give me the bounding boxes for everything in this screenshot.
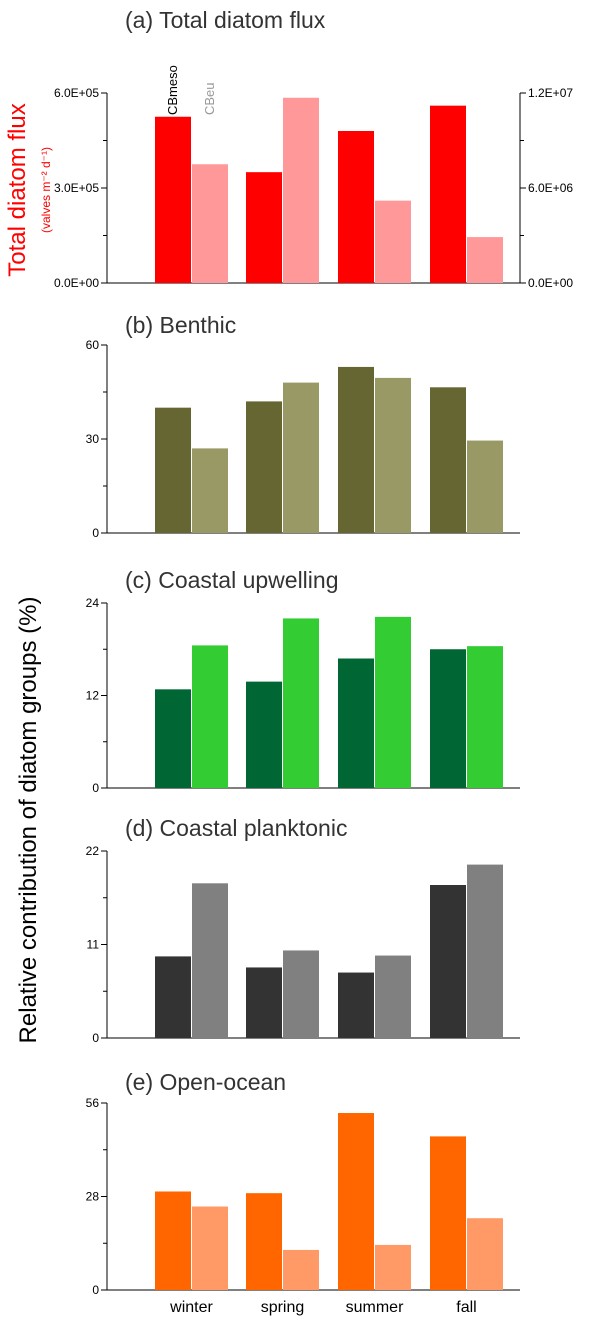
bar-cbmeso-winter (155, 689, 191, 788)
bar-cbeu-winter (192, 448, 228, 533)
bar-cbmeso-spring (246, 681, 282, 788)
y-tick-label: 0 (92, 526, 99, 540)
y2-tick-label: 0.0E+00 (528, 276, 573, 290)
bar-cbmeso-spring (246, 1193, 282, 1290)
panel-title: (a) Total diatom flux (125, 7, 326, 33)
bar-cbmeso-fall (430, 885, 466, 1038)
bar-cbeu-spring (283, 1249, 319, 1290)
panel-2: (b) Benthic 0 30 60 (86, 312, 520, 540)
bar-cbmeso-spring (246, 967, 282, 1038)
bar-cbeu-spring (283, 97, 319, 283)
bar-cbeu-spring (283, 618, 319, 788)
panel-3: (c) Coastal upwelling 0 12 24 (86, 567, 520, 795)
bar-cbmeso-summer (338, 1113, 374, 1290)
y-tick-label: 12 (86, 689, 100, 703)
series-label-cbmeso: CBmeso (165, 65, 180, 115)
bar-cbmeso-winter (155, 1191, 191, 1290)
bar-cbeu-spring (283, 950, 319, 1038)
y-tick-label: 0.0E+00 (54, 276, 99, 290)
left-y-axis-unit: (valves m⁻² d⁻¹) (39, 147, 53, 233)
bar-cbeu-summer (375, 616, 411, 788)
panel-title: (e) Open-ocean (125, 1069, 286, 1095)
bar-cbeu-winter (192, 645, 228, 788)
x-tick-label: spring (261, 1299, 305, 1316)
panel-title: (c) Coastal upwelling (125, 567, 338, 593)
y2-tick-label: 6.0E+06 (528, 181, 573, 195)
bar-cbmeso-fall (430, 105, 466, 284)
bar-cbmeso-summer (338, 972, 374, 1038)
y-tick-label: 0 (92, 781, 99, 795)
bar-cbmeso-winter (155, 116, 191, 283)
bar-cbeu-fall (467, 646, 503, 788)
bar-cbeu-fall (467, 237, 503, 283)
bar-cbmeso-summer (338, 131, 374, 283)
bar-cbmeso-winter (155, 956, 191, 1038)
left-y-axis-label: Total diatom flux (4, 103, 31, 276)
bar-cbmeso-fall (430, 649, 466, 788)
bar-cbmeso-fall (430, 387, 466, 533)
bar-cbmeso-spring (246, 401, 282, 533)
panel-1: (a) Total diatom flux 0.0E+00 3.0E+05 6.0E+… (54, 7, 573, 290)
y-tick-label: 3.0E+05 (54, 181, 99, 195)
panel-5: (e) Open-ocean 0 28 56 winter spring summer fal… (86, 1069, 520, 1316)
bar-cbeu-spring (283, 382, 319, 533)
bar-cbeu-summer (375, 200, 411, 283)
panel-title: (d) Coastal planktonic (125, 815, 347, 841)
bar-cbeu-winter (192, 1206, 228, 1290)
y-tick-label: 6.0E+05 (54, 86, 99, 100)
x-tick-label: fall (456, 1299, 476, 1316)
x-tick-label: summer (346, 1299, 404, 1316)
panel-4: (d) Coastal planktonic 0 11 22 (86, 815, 520, 1045)
bar-cbmeso-summer (338, 366, 374, 533)
bar-cbeu-fall (467, 440, 503, 533)
bar-cbeu-winter (192, 164, 228, 283)
y-tick-label: 30 (86, 432, 100, 446)
bar-cbmeso-fall (430, 1136, 466, 1290)
x-tick-label: winter (169, 1299, 213, 1316)
bar-cbeu-summer (375, 1244, 411, 1290)
y-tick-label: 11 (87, 938, 100, 952)
y-tick-label: 0 (92, 1031, 99, 1045)
y-tick-label: 0 (92, 1283, 99, 1297)
bar-cbeu-summer (375, 955, 411, 1038)
y2-tick-label: 1.2E+07 (528, 86, 573, 100)
bar-cbmeso-summer (338, 658, 374, 788)
bar-cbmeso-spring (246, 172, 282, 283)
bar-cbeu-fall (467, 864, 503, 1038)
bar-cbeu-summer (375, 377, 411, 533)
y-tick-label: 22 (86, 844, 100, 858)
bar-cbeu-winter (192, 883, 228, 1038)
chart-panels: (a) Total diatom flux 0.0E+00 3.0E+05 6.0E+… (54, 7, 573, 1316)
y-tick-label: 28 (86, 1190, 100, 1204)
panel-title: (b) Benthic (125, 312, 236, 338)
shared-y-axis-label: Relative contribution of diatom groups (… (15, 597, 42, 1044)
series-label-cbeu: CBeu (202, 82, 217, 115)
bar-cbmeso-winter (155, 407, 191, 533)
y-tick-label: 60 (86, 338, 100, 352)
y-tick-label: 24 (86, 596, 100, 610)
bar-cbeu-fall (467, 1218, 503, 1290)
y-tick-label: 56 (86, 1096, 100, 1110)
